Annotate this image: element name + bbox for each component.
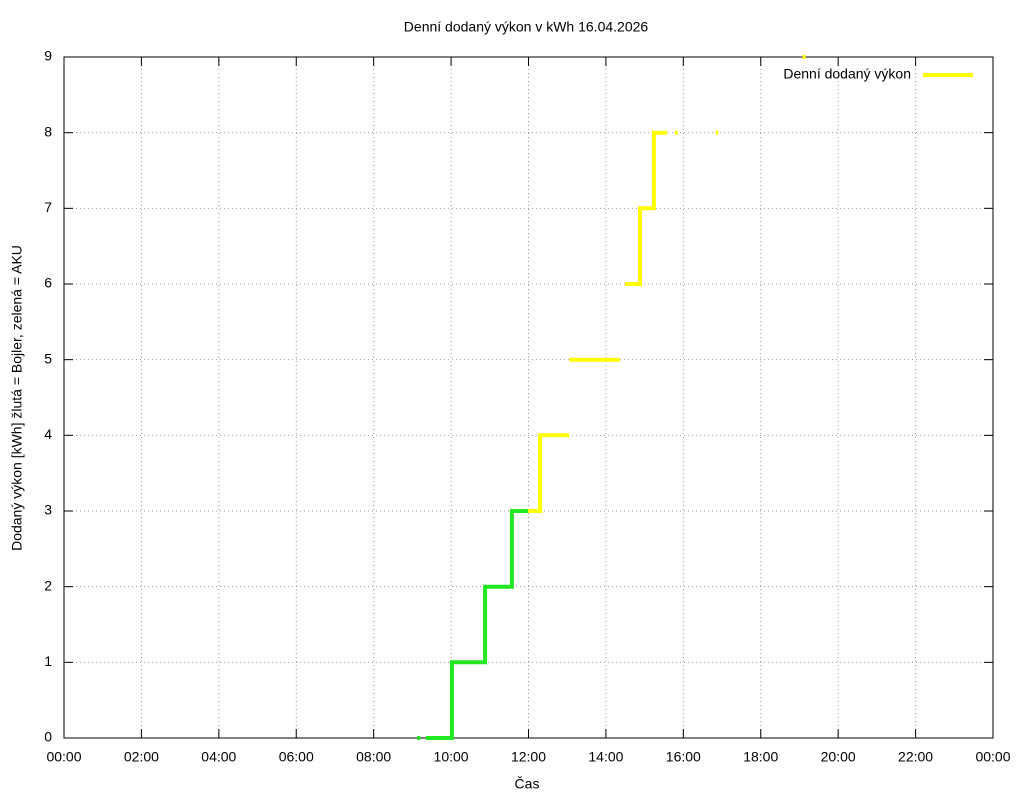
x-tick-label: 12:00: [511, 749, 546, 765]
x-tick-label: 00:00: [46, 749, 81, 765]
y-tick-label: 4: [44, 426, 52, 442]
y-tick-label: 8: [44, 123, 52, 139]
data-line: [417, 509, 529, 740]
x-tick-label: 00:00: [975, 749, 1010, 765]
x-tick-label: 08:00: [356, 749, 391, 765]
x-tick-label: 14:00: [588, 749, 623, 765]
legend-label: Denní dodaný výkon: [783, 66, 911, 82]
y-tick-label: 9: [44, 48, 52, 64]
y-tick-label: 2: [44, 577, 52, 593]
y-axis-label: Dodaný výkon [kWh] žlutá = Bojler, zelen…: [9, 245, 25, 551]
x-tick-label: 04:00: [201, 749, 236, 765]
x-tick-label: 10:00: [434, 749, 469, 765]
data-line: [528, 55, 806, 513]
y-tick-label: 1: [44, 653, 52, 669]
x-tick-label: 22:00: [898, 749, 933, 765]
chart-title: Denní dodaný výkon v kWh 16.04.2026: [404, 19, 649, 35]
x-tick-label: 20:00: [821, 749, 856, 765]
y-tick-label: 7: [44, 199, 52, 215]
y-tick-label: 0: [44, 729, 52, 745]
x-tick-label: 06:00: [279, 749, 314, 765]
y-tick-label: 5: [44, 350, 52, 366]
y-tick-label: 3: [44, 502, 52, 518]
y-tick-label: 6: [44, 275, 52, 291]
x-tick-label: 18:00: [743, 749, 778, 765]
x-tick-label: 16:00: [666, 749, 701, 765]
x-tick-label: 02:00: [124, 749, 159, 765]
plot-frame: [63, 56, 994, 739]
x-axis-label: Čas: [515, 776, 540, 792]
